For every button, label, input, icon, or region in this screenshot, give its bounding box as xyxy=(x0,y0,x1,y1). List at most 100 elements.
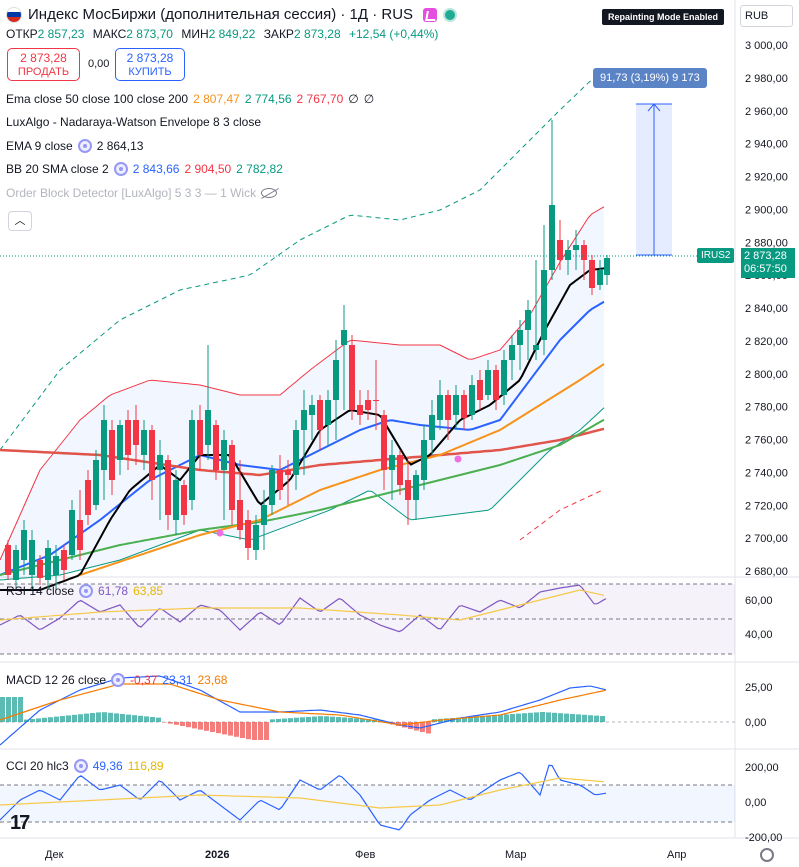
settings-gear-icon[interactable] xyxy=(760,848,774,862)
rsi-ma-line xyxy=(0,589,605,621)
candle-body xyxy=(509,345,515,360)
price-axis-label: 2 920,00 xyxy=(745,172,788,184)
candle-body xyxy=(365,400,371,410)
ema100-line xyxy=(0,418,605,576)
indicator-value: 2 767,70 xyxy=(296,92,344,106)
candle-body xyxy=(29,540,35,575)
macd-histogram-bar xyxy=(174,722,179,725)
buy-price: 2 873,28 xyxy=(126,51,174,65)
candle-body xyxy=(589,260,595,288)
candle-body xyxy=(53,556,59,575)
rsi-settings-icon[interactable] xyxy=(79,584,94,598)
macd-histogram-bar xyxy=(156,717,161,722)
symbol-title[interactable]: Индекс МосБиржи (дополнительная сессия) … xyxy=(28,6,414,23)
last-price-badge: 2 873,28 06:57:50 xyxy=(741,248,795,278)
macd-histogram-bar xyxy=(504,714,509,722)
currency-select[interactable]: RUB xyxy=(740,5,793,27)
cci-legend[interactable]: CCI 20 hlc3 49,36 116,89 xyxy=(6,759,164,773)
indicator-settings-icon[interactable] xyxy=(77,139,92,153)
candle-body xyxy=(173,480,179,520)
macd-histogram-bar xyxy=(336,717,341,722)
market-status-icon[interactable] xyxy=(443,7,458,22)
candle-body xyxy=(133,420,139,445)
russia-flag-icon xyxy=(6,6,22,23)
hidden-eye-icon[interactable] xyxy=(261,188,278,198)
macd-histogram-bar xyxy=(12,697,17,722)
indicator-legend-3[interactable]: BB 20 SMA close 2 2 843,66 2 904,50 2 782,8… xyxy=(6,162,283,176)
macd-histogram-bar xyxy=(180,722,185,726)
macd-histogram-bar xyxy=(66,715,71,722)
macd-histogram-bar xyxy=(192,722,197,729)
chart-type-icon[interactable] xyxy=(423,7,438,22)
macd-histogram-bar xyxy=(444,718,449,722)
candle-body xyxy=(541,270,547,340)
macd-histogram-bar xyxy=(474,716,479,722)
macd-histogram-bar xyxy=(528,712,533,722)
bb-fill xyxy=(0,206,604,580)
candle-body xyxy=(549,205,555,270)
macd-settings-icon[interactable] xyxy=(111,673,126,687)
macd-histogram-bar xyxy=(576,714,581,722)
macd-histogram-bar xyxy=(216,722,221,734)
macd-histogram-bar xyxy=(378,719,383,722)
candle-body xyxy=(293,430,299,475)
buy-button[interactable]: 2 873,28 КУПИТЬ xyxy=(115,48,185,81)
repaint-badge: Repainting Mode Enabled xyxy=(602,9,725,25)
price-axis-label: 2 760,00 xyxy=(745,435,788,447)
indicator-settings-icon[interactable] xyxy=(113,162,128,176)
price-axis-label: 2 940,00 xyxy=(745,139,788,151)
indicator-legend-0[interactable]: Ema close 50 close 100 close 200 2 807,47… xyxy=(6,92,374,106)
price-axis-label: 2 700,00 xyxy=(745,533,788,545)
macd-histogram-bar xyxy=(588,715,593,722)
cci-axis-label: 0,00 xyxy=(745,797,766,809)
candle-body xyxy=(21,530,27,560)
candle-body xyxy=(69,510,75,555)
macd-legend[interactable]: MACD 12 26 close -0,37 23,31 23,68 xyxy=(6,673,227,687)
macd-histogram-bar xyxy=(312,716,317,722)
macd-histogram-bar xyxy=(120,714,125,722)
candle-body xyxy=(373,400,379,401)
macd-histogram-bar xyxy=(486,715,491,722)
open-value: 2 857,23 xyxy=(37,27,85,41)
sell-button[interactable]: 2 873,28 ПРОДАТЬ xyxy=(7,48,80,81)
time-axis-label: 2026 xyxy=(205,849,229,861)
symbol-header[interactable]: Индекс МосБиржи (дополнительная сессия) … xyxy=(6,6,458,23)
indicator-legend-4[interactable]: Order Block Detector [LuxAlgo] 5 3 3 — 1… xyxy=(6,186,278,200)
cci-axis-label: 200,00 xyxy=(745,762,779,774)
macd-histogram-bar xyxy=(468,716,473,722)
macd-histogram-bar xyxy=(0,697,5,722)
macd-histogram-bar xyxy=(342,717,347,722)
candle-body xyxy=(397,455,403,485)
candle-body xyxy=(453,395,459,415)
macd-histogram-bar xyxy=(114,713,119,722)
low-value: 2 849,22 xyxy=(208,27,256,41)
collapse-legend-button[interactable]: ︿ xyxy=(8,211,32,231)
rsi-label: RSI 14 close xyxy=(6,584,75,598)
indicator-name: BB 20 SMA close 2 xyxy=(6,162,109,176)
candle-body xyxy=(157,455,163,470)
candle-body xyxy=(493,370,499,400)
tradingview-logo-icon[interactable]: 17 xyxy=(10,812,30,834)
macd-histogram-bar xyxy=(348,717,353,722)
time-axis-label: Апр xyxy=(667,849,686,861)
candle-body xyxy=(37,560,43,578)
cci-settings-icon[interactable] xyxy=(73,759,88,773)
macd-histogram-bar xyxy=(552,712,557,722)
macd-histogram-bar xyxy=(570,714,575,722)
candle-body xyxy=(77,520,83,550)
cci-label: CCI 20 hlc3 xyxy=(6,759,69,773)
candle-body xyxy=(45,548,51,580)
macd-histogram-bar xyxy=(480,716,485,722)
candle-body xyxy=(205,410,211,445)
indicator-legend-2[interactable]: EMA 9 close 2 864,13 xyxy=(6,139,143,153)
open-label: ОТКР xyxy=(6,27,38,41)
candle-body xyxy=(13,550,19,580)
rsi-legend[interactable]: RSI 14 close 61,78 63,85 xyxy=(6,584,163,598)
macd-histogram-bar xyxy=(270,719,275,722)
candle-body xyxy=(333,360,339,400)
countdown: 06:57:50 xyxy=(744,263,787,275)
rsi-axis-label: 60,00 xyxy=(745,595,773,607)
indicator-legend-1[interactable]: LuxAlgo - Nadaraya-Watson Envelope 8 3 c… xyxy=(6,115,261,129)
price-axis-label: 2 740,00 xyxy=(745,467,788,479)
